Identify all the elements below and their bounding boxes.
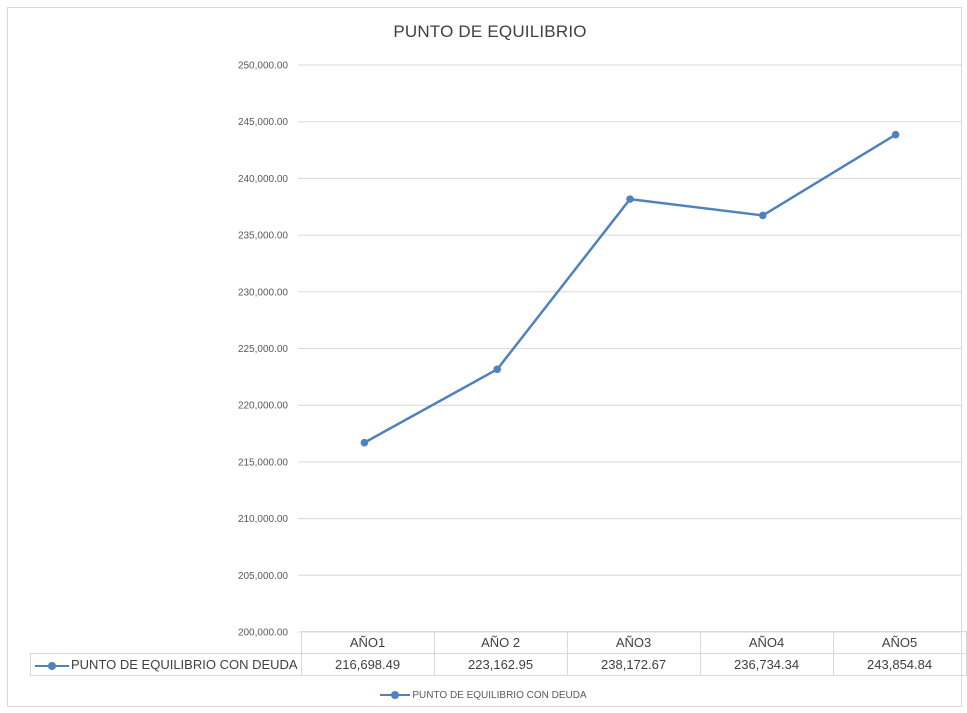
chart-frame (7, 7, 962, 707)
data-table: AÑO1 AÑO 2 AÑO3 AÑO4 AÑO5 PUNTO DE EQUIL… (30, 631, 967, 676)
data-value: 238,172.67 (566, 653, 701, 676)
series-label-cell: PUNTO DE EQUILIBRIO CON DEUDA (30, 653, 302, 676)
y-tick-label: 250,000.00 (238, 61, 288, 72)
data-point (759, 211, 767, 220)
gridlines (298, 64, 962, 633)
data-value: 243,854.84 (832, 653, 967, 676)
y-tick-label: 210,000.00 (238, 514, 288, 525)
legend-key-icon (380, 690, 411, 700)
series-row: PUNTO DE EQUILIBRIO CON DEUDA 216,698.49… (30, 653, 967, 676)
category-label: AÑO 2 (433, 631, 568, 654)
data-value: 216,698.49 (300, 653, 435, 676)
data-point (493, 365, 502, 374)
category-label: AÑO1 (300, 631, 435, 654)
series-points (360, 130, 900, 447)
legend-entry: PUNTO DE EQUILIBRIO CON DEUDA (412, 690, 587, 701)
series-name: PUNTO DE EQUILIBRIO CON DEUDA (71, 657, 298, 672)
category-label: AÑO5 (832, 631, 967, 654)
y-tick-label: 235,000.00 (238, 231, 288, 242)
y-tick-label: 225,000.00 (238, 344, 288, 355)
series-line (363, 133, 897, 444)
y-tick-label: 230,000.00 (238, 287, 288, 298)
data-value: 236,734.34 (699, 653, 834, 676)
y-tick-label: 205,000.00 (238, 571, 288, 582)
y-axis-ticks: 200,000.00205,000.00210,000.00215,000.00… (238, 61, 288, 639)
legend: PUNTO DE EQUILIBRIO CON DEUDA (0, 690, 967, 701)
data-point (360, 438, 369, 447)
legend-key-icon (35, 661, 69, 671)
chart-title: PUNTO DE EQUILIBRIO (393, 22, 587, 41)
category-label: AÑO4 (699, 631, 834, 654)
y-tick-label: 240,000.00 (238, 174, 288, 185)
category-label: AÑO3 (566, 631, 701, 654)
category-row: AÑO1 AÑO 2 AÑO3 AÑO4 AÑO5 (30, 631, 967, 654)
y-tick-label: 215,000.00 (238, 457, 288, 468)
data-point (626, 195, 634, 203)
y-tick-label: 220,000.00 (238, 401, 288, 412)
table-corner (30, 631, 302, 654)
y-tick-label: 245,000.00 (238, 117, 288, 128)
data-value: 223,162.95 (433, 653, 568, 676)
data-point (891, 130, 900, 139)
